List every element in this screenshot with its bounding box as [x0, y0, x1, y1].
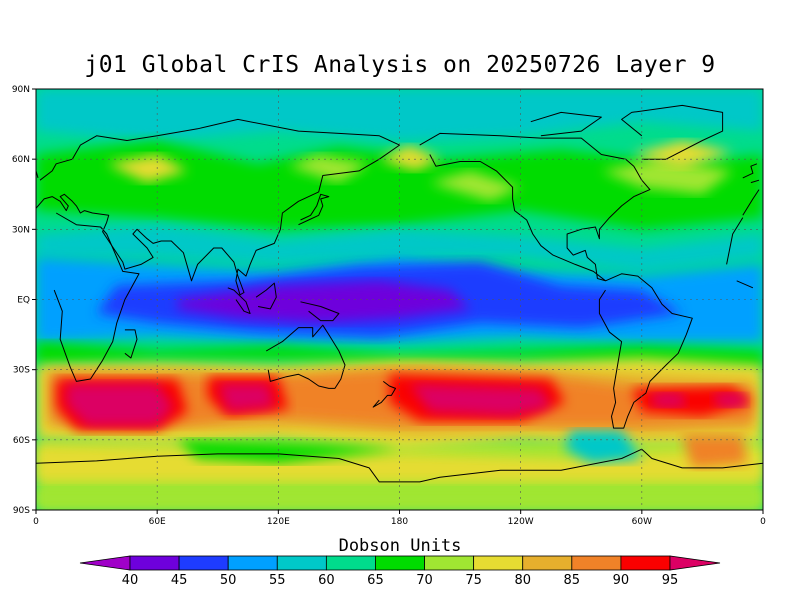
ozone-contour-65 — [177, 439, 400, 464]
lat-tick-label: 30S — [13, 366, 30, 376]
colorbar-box — [129, 555, 180, 571]
coastline-sumatra — [227, 287, 251, 314]
coastline-new-guinea — [300, 301, 340, 322]
colorbar-box — [620, 555, 671, 571]
colorbar-label: 45 — [171, 573, 188, 588]
coastline-arctic-islands — [530, 111, 602, 137]
colorbar-label: 55 — [269, 573, 286, 588]
ozone-contour-55 — [565, 430, 642, 464]
colorbar-label: 40 — [122, 573, 139, 588]
lon-tick-label: 60E — [149, 517, 166, 527]
lat-tick-label: 90N — [12, 85, 30, 95]
colorbar-high-arrow — [669, 555, 721, 571]
longitude-axis: 0 60E 120E 180 120W 60W 0 — [33, 510, 766, 527]
colorbar-label: 85 — [564, 573, 581, 588]
colorbar-box — [375, 555, 425, 571]
lat-tick-label: 60N — [12, 155, 30, 165]
coastline-greenland — [621, 104, 724, 160]
coastline-borneo — [255, 282, 277, 310]
colorbar-box — [424, 555, 475, 571]
lon-tick-label: 180 — [391, 517, 408, 527]
colorbar-label: 70 — [416, 573, 433, 588]
lon-tick-label: 0 — [33, 517, 39, 527]
coastline-british-isles — [742, 163, 758, 179]
ozone-contour-55 — [36, 224, 763, 272]
graticule — [36, 89, 763, 510]
coastline-new-zealand — [372, 381, 396, 408]
colorbar-label: 50 — [220, 573, 237, 588]
colorbar-label: 75 — [465, 573, 482, 588]
colorbar-label: 80 — [514, 573, 531, 588]
colorbar-low-arrow — [79, 555, 131, 571]
latitude-axis: 90N 60N 30N EQ 30S 60S 90S — [12, 85, 36, 516]
ozone-contour-40 — [177, 280, 471, 323]
ozone-contour-75 — [106, 154, 188, 183]
coastline-madagascar — [124, 329, 138, 359]
ozone-contour-75 — [631, 140, 733, 169]
colorbar-label: 95 — [662, 573, 679, 588]
coastline-africa — [726, 217, 744, 265]
colorbar-box — [227, 555, 278, 571]
colorbar-title: Dobson Units — [338, 536, 462, 556]
colorbar: 40 45 50 55 60 65 70 75 80 85 90 95 — [79, 555, 721, 588]
lon-tick-label: 120W — [508, 517, 534, 527]
lat-tick-label: 30N — [12, 225, 30, 235]
ozone-contour-95 — [66, 383, 174, 426]
ozone-contour-70 — [288, 154, 370, 183]
map-title: j01 Global CrIS Analysis on 20250726 Lay… — [84, 52, 716, 78]
colorbar-box — [522, 555, 573, 571]
lat-tick-label: EQ — [17, 296, 30, 306]
coastline-eurasia — [36, 118, 400, 296]
colorbar-box — [276, 555, 327, 571]
coastlines — [36, 104, 763, 483]
colorbar-box — [473, 555, 524, 571]
coastline-africa — [736, 280, 754, 289]
lon-tick-label: 120E — [267, 517, 290, 527]
ozone-contour-95 — [651, 393, 687, 408]
ozone-contour-75 — [379, 145, 440, 171]
coastline-antarctica — [36, 448, 763, 483]
lon-tick-label: 60W — [632, 517, 652, 527]
coastline-british-isles — [750, 179, 760, 184]
coastline-north-america — [419, 132, 651, 282]
lat-tick-label: 90S — [13, 506, 30, 516]
colorbar-label: 90 — [613, 573, 630, 588]
ozone-contour-95 — [712, 393, 747, 408]
colorbar-box — [325, 555, 376, 571]
ozone-contour-95 — [409, 383, 551, 417]
lat-tick-label: 60S — [13, 436, 30, 446]
colorbar-label: 65 — [367, 573, 384, 588]
coastline-eurasia — [742, 189, 760, 216]
colorbar-box — [178, 555, 229, 571]
coastline-australia — [265, 324, 346, 389]
lon-tick-label: 0 — [760, 517, 766, 527]
ozone-contour-70 — [429, 170, 521, 202]
ozone-contour-65 — [36, 140, 763, 230]
coastline-japan — [298, 193, 330, 226]
ozone-contour-70 — [601, 159, 733, 195]
ozone-contour-65 — [36, 341, 763, 370]
ozone-contour-95 — [217, 383, 275, 412]
coastline-south-america — [598, 273, 693, 429]
ozone-contour-85 — [682, 435, 747, 468]
colorbar-label: 60 — [318, 573, 335, 588]
colorbar-box — [571, 555, 622, 571]
